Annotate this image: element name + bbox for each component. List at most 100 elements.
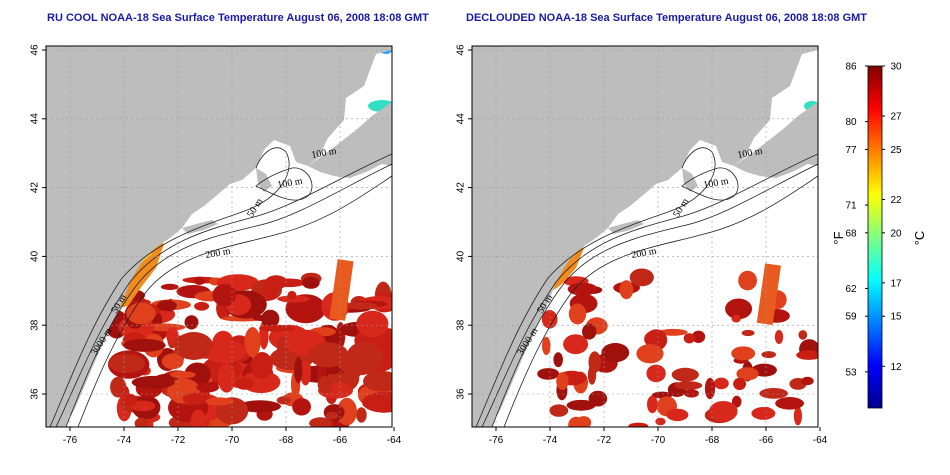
sst-patch [731,314,741,323]
sst-patch [276,396,291,405]
sst-patch [556,372,569,390]
map-title-right: DECLOUDED NOAA-18 Sea Surface Temperatur… [466,12,868,24]
colorbar-label-c: 17 [890,278,902,289]
sst-patch [796,350,818,360]
sst-patch [741,329,755,337]
colorbar-label-c: 20 [890,228,902,239]
sst-patch [709,401,738,422]
sst-patch [549,404,569,417]
sst-warm-streak [756,263,781,326]
sst-patch [157,300,177,312]
sst-patch [287,290,297,300]
sst-patch [344,302,378,310]
sst-patch [212,284,236,307]
contour-3000m [77,175,392,427]
map-frame [471,45,819,428]
x-tick-label: -74 [117,435,132,446]
contour-label: 200 m [631,246,658,261]
sst-patch [576,416,592,427]
sst-patch [646,364,666,383]
sst-patch [563,334,589,355]
sst-patch [798,330,808,340]
x-tick-label: -76 [489,435,504,446]
sst-patch [217,363,236,393]
contour-georges-bank [255,167,313,201]
sst-patch [337,397,357,426]
sst-patch [317,375,333,393]
sst-patch [537,368,560,380]
contour-georges-bank [681,167,739,201]
sst-patch [674,381,703,390]
sst-patch [309,417,333,427]
colorbar-label-f: 59 [845,312,857,323]
sst-patch [193,276,206,285]
map-title-left: RU COOL NOAA-18 Sea Surface Temperature … [47,12,429,24]
x-tick-label: -74 [543,435,558,446]
sst-patch [194,301,210,311]
colorbar-unit-c: °C [912,231,927,246]
y-tick-label: 36 [30,388,41,400]
y-tick-label: 42 [456,182,467,194]
sst-patch [300,360,311,386]
x-tick-label: -68 [279,435,294,446]
sst-patch [684,389,699,398]
land-mass [46,46,392,427]
sst-patch [123,393,138,407]
x-tick-label: -68 [705,435,720,446]
sst-patch [601,343,630,363]
sst-patch [108,353,145,373]
colorbar-label-f: 86 [845,62,857,73]
sst-patch [244,327,261,358]
sst-patch [801,376,814,386]
sst-patch [252,314,278,322]
contour-label: 200 m [205,246,232,261]
contour-label: 100 m [311,146,338,161]
sst-patch [182,392,210,405]
sst-patch [294,357,303,384]
sst-patch [251,352,273,379]
sst-patch [658,328,688,336]
sst-patch [731,395,742,408]
sst-patch [582,323,597,340]
sst-patch [629,268,654,287]
y-tick-label: 36 [456,388,467,400]
sst-patch [166,327,179,344]
colorbar-label-f: 53 [845,367,857,378]
sst-patch [184,315,199,330]
sst-patch [238,400,281,413]
sst-patch [308,342,349,368]
colorbar-label-f: 62 [845,284,857,295]
sst-patch [725,298,753,320]
sst-patch [553,352,563,368]
colorbar-label-f: 68 [845,228,857,239]
sst-patch [628,422,649,427]
sst-patch [196,382,220,393]
sst-patch [731,346,756,361]
y-tick-label: 38 [30,319,41,331]
contour-50m [475,147,716,427]
colorbar-label-c: 22 [890,195,902,206]
sst-patch [306,364,349,375]
x-tick-label: -66 [333,435,348,446]
sst-patch [691,330,706,343]
sst-patch [774,330,784,344]
sst-patch [683,333,695,344]
sst-patch [123,338,166,352]
sst-patch [170,371,196,379]
x-tick-label: -64 [813,435,828,446]
contour-200m [65,163,392,427]
contour-label: 100 m [277,176,304,191]
sst-patch [356,407,367,423]
sst-patch [160,283,179,290]
colorbar-label-f: 80 [845,117,857,128]
x-tick-label: -70 [225,435,240,446]
contour-100m [481,153,818,427]
land-mass [472,46,818,427]
sst-patch [636,344,664,364]
y-tick-label: 44 [456,113,467,125]
colorbar-label-c: 30 [890,62,902,73]
sst-warm-streak [329,259,354,321]
colorbar-label-f: 77 [845,145,857,156]
